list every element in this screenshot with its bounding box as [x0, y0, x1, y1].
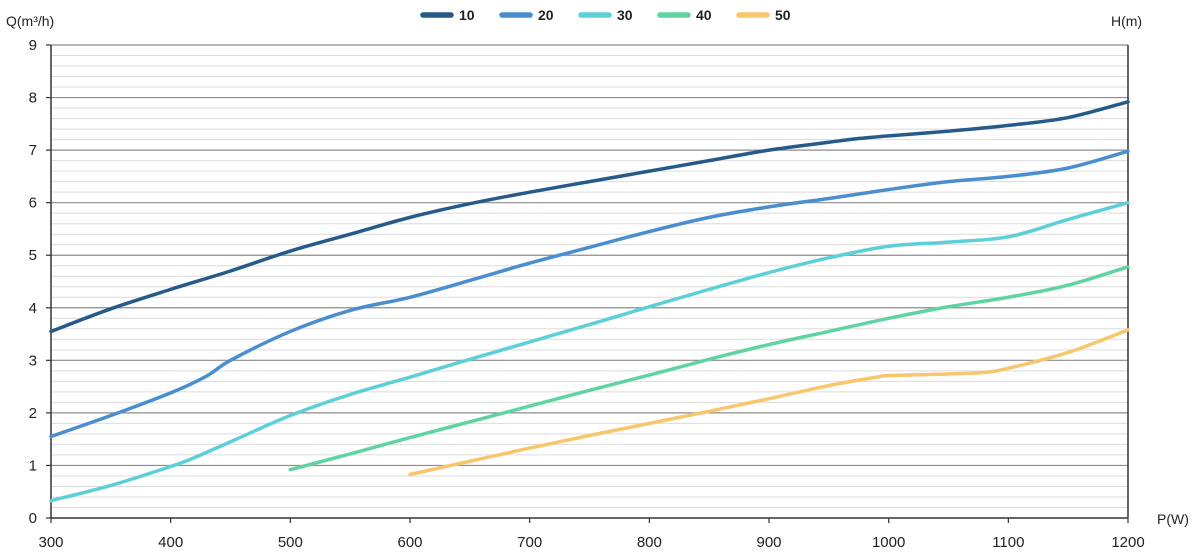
series-line-10 — [49, 100, 1130, 334]
x-tick-label: 1000 — [872, 534, 905, 551]
x-tick-label: 800 — [637, 534, 662, 551]
series-line-20 — [49, 149, 1130, 439]
x-tick-label: 500 — [278, 534, 303, 551]
legend-label-20: 20 — [538, 7, 554, 23]
y-tick-label: 7 — [29, 142, 37, 159]
x-tick-label: 600 — [397, 534, 422, 551]
legend: 10 20 30 40 50 — [420, 7, 791, 23]
y-tick-label: 3 — [29, 352, 37, 369]
series-lines — [49, 100, 1130, 503]
y-axis-label-right: H(m) — [1111, 13, 1142, 29]
x-tick-label: 900 — [756, 534, 781, 551]
y-tick-label: 2 — [29, 405, 37, 422]
legend-label-10: 10 — [459, 7, 475, 23]
y-tick-label: 0 — [29, 510, 37, 527]
series-line-50 — [408, 328, 1130, 477]
y-tick-label: 6 — [29, 195, 37, 212]
x-tick-label: 300 — [38, 534, 63, 551]
grid — [51, 44, 1128, 508]
series-line-40 — [288, 265, 1130, 472]
y-tick-label: 4 — [29, 300, 37, 317]
x-axis-label: P(W) — [1157, 511, 1189, 527]
y-tick-label: 5 — [29, 247, 37, 264]
x-tick-label: 700 — [517, 534, 542, 551]
legend-label-30: 30 — [617, 7, 633, 23]
legend-label-50: 50 — [775, 7, 791, 23]
legend-label-40: 40 — [696, 7, 712, 23]
y-tick-label: 8 — [29, 90, 37, 107]
series-line-30 — [49, 200, 1130, 503]
x-tick-label: 1200 — [1111, 534, 1144, 551]
x-tick-label: 400 — [158, 534, 183, 551]
x-tick-label: 1100 — [992, 534, 1024, 551]
y-axis-label-left: Q(m³/h) — [6, 13, 54, 29]
y-tick-label: 9 — [29, 37, 37, 54]
axes: 300 400 500 600 700 800 900 1000 1100 1200 0 1 2 3 4 5 6… — [29, 37, 1145, 551]
y-tick-label: 1 — [29, 457, 37, 474]
